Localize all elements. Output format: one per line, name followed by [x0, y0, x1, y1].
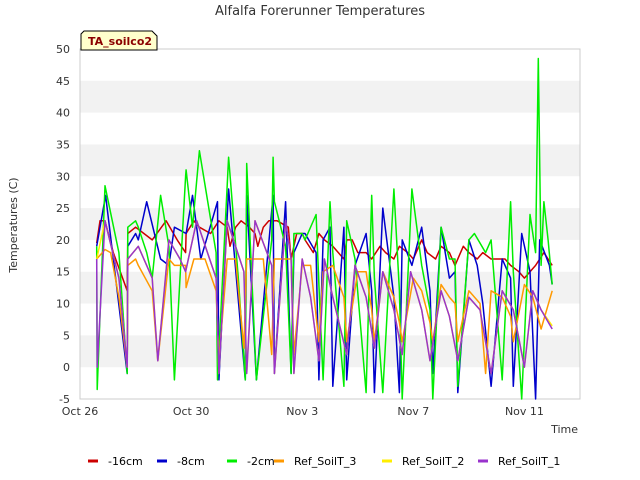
- series-line-ref-soilt-3: [96, 248, 553, 375]
- y-tick-label: 25: [56, 202, 70, 215]
- grid-band: [80, 335, 580, 368]
- grid-band: [80, 80, 580, 113]
- legend-item: -8cm: [157, 455, 205, 468]
- station-badge: TA_soilco2: [80, 30, 158, 51]
- series-line--8cm: [95, 188, 553, 400]
- y-tick-label: 15: [56, 266, 70, 279]
- plot-area: [79, 48, 581, 400]
- chart-title: Alfalfa Forerunner Temperatures: [215, 4, 425, 19]
- legend-label: Ref_SoilT_1: [498, 455, 560, 468]
- series-layer: [95, 57, 553, 400]
- y-tick-label: 5: [63, 329, 70, 342]
- y-tick-label: 10: [56, 298, 70, 311]
- grid-band: [80, 144, 580, 177]
- legend-item: Ref_SoilT_1: [478, 455, 560, 468]
- series-line-ref-soilt-1: [95, 220, 553, 375]
- legend-label: -16cm: [108, 455, 143, 468]
- legend-item: -16cm: [88, 455, 143, 468]
- legend-item: -2cm: [227, 455, 275, 468]
- y-tick-label: 35: [56, 138, 70, 151]
- y-axis-label: Temperatures (C): [7, 177, 20, 273]
- x-tick-label: Oct 30: [173, 405, 210, 418]
- y-tick-label: 0: [63, 361, 70, 374]
- series-line--2cm: [95, 57, 553, 400]
- y-tick-label: 20: [56, 234, 70, 247]
- legend: -16cm -8cm -2cm Ref_SoilT_3 Ref_SoilT_2 Ref_S…: [88, 455, 560, 468]
- x-axis-label: Time: [550, 423, 578, 436]
- legend-label: -2cm: [247, 455, 275, 468]
- x-axis-ticks: Oct 26 Oct 30 Nov 3 Nov 7 Nov 11: [62, 405, 544, 418]
- legend-label: -8cm: [177, 455, 205, 468]
- y-tick-label: 45: [56, 75, 70, 88]
- y-tick-label: 40: [56, 107, 70, 120]
- y-tick-label: 30: [56, 170, 70, 183]
- x-tick-label: Nov 7: [397, 405, 429, 418]
- x-tick-label: Nov 11: [505, 405, 544, 418]
- y-axis-ticks: -5 0 5 10 15 20 25 30 35 40 45 50: [56, 43, 70, 406]
- legend-label: Ref_SoilT_3: [294, 455, 356, 468]
- legend-item: Ref_SoilT_3: [274, 455, 356, 468]
- x-tick-label: Oct 26: [62, 405, 99, 418]
- station-badge-label: TA_soilco2: [88, 35, 152, 48]
- legend-item: Ref_SoilT_2: [382, 455, 464, 468]
- y-tick-label: 50: [56, 43, 70, 56]
- y-tick-label: -5: [59, 393, 70, 406]
- series-line--16cm: [95, 220, 553, 292]
- legend-label: Ref_SoilT_2: [402, 455, 464, 468]
- x-tick-label: Nov 3: [286, 405, 318, 418]
